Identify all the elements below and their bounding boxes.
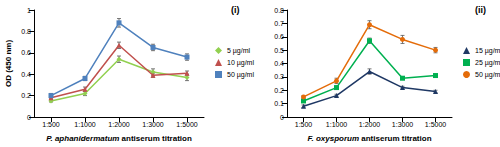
svg-text:1:5000: 1:5000 [425, 121, 447, 128]
svg-text:1:3000: 1:3000 [392, 121, 414, 128]
svg-text:0.3: 0.3 [274, 73, 284, 80]
svg-text:1:5000: 1:5000 [176, 121, 198, 128]
svg-text:25 µg/ml: 25 µg/ml [475, 59, 500, 67]
svg-text:P. aphanidermatum: P. aphanidermatum [46, 134, 119, 143]
svg-text:antiserum titration: antiserum titration [361, 134, 431, 143]
svg-text:1: 1 [27, 7, 31, 14]
svg-text:1:1000: 1:1000 [74, 121, 96, 128]
svg-text:50 µg/ml: 50 µg/ml [475, 71, 500, 79]
svg-text:0.4: 0.4 [21, 71, 31, 78]
svg-text:(i): (i) [231, 5, 240, 15]
svg-text:1:2000: 1:2000 [108, 121, 130, 128]
svg-text:0: 0 [27, 114, 31, 121]
svg-text:F. oxysporum: F. oxysporum [307, 134, 359, 143]
svg-text:0.2: 0.2 [21, 92, 31, 99]
svg-text:(ii): (ii) [475, 5, 486, 15]
svg-text:1:3000: 1:3000 [142, 121, 164, 128]
svg-text:1:2000: 1:2000 [359, 121, 381, 128]
svg-text:0.8: 0.8 [21, 28, 31, 35]
svg-text:0.1: 0.1 [274, 100, 284, 107]
svg-text:0.6: 0.6 [274, 33, 284, 40]
svg-text:0.2: 0.2 [274, 87, 284, 94]
svg-text:15 µg/ml: 15 µg/ml [475, 47, 500, 55]
svg-text:0.5: 0.5 [274, 47, 284, 54]
svg-text:1:1000: 1:1000 [326, 121, 348, 128]
svg-text:1:500: 1:500 [295, 121, 313, 128]
svg-text:1:500: 1:500 [42, 121, 60, 128]
svg-text:10 µg/ml: 10 µg/ml [227, 59, 254, 67]
svg-text:0.7: 0.7 [274, 20, 284, 27]
svg-text:0.8: 0.8 [274, 7, 284, 14]
svg-text:OD (450 nm): OD (450 nm) [4, 40, 13, 87]
svg-text:0.4: 0.4 [274, 60, 284, 67]
svg-text:antiserum titration: antiserum titration [122, 134, 192, 143]
svg-text:50 µg/ml: 50 µg/ml [227, 71, 254, 79]
svg-text:0: 0 [280, 114, 284, 121]
svg-text:0.6: 0.6 [21, 49, 31, 56]
svg-text:5 µg/ml: 5 µg/ml [227, 47, 251, 55]
